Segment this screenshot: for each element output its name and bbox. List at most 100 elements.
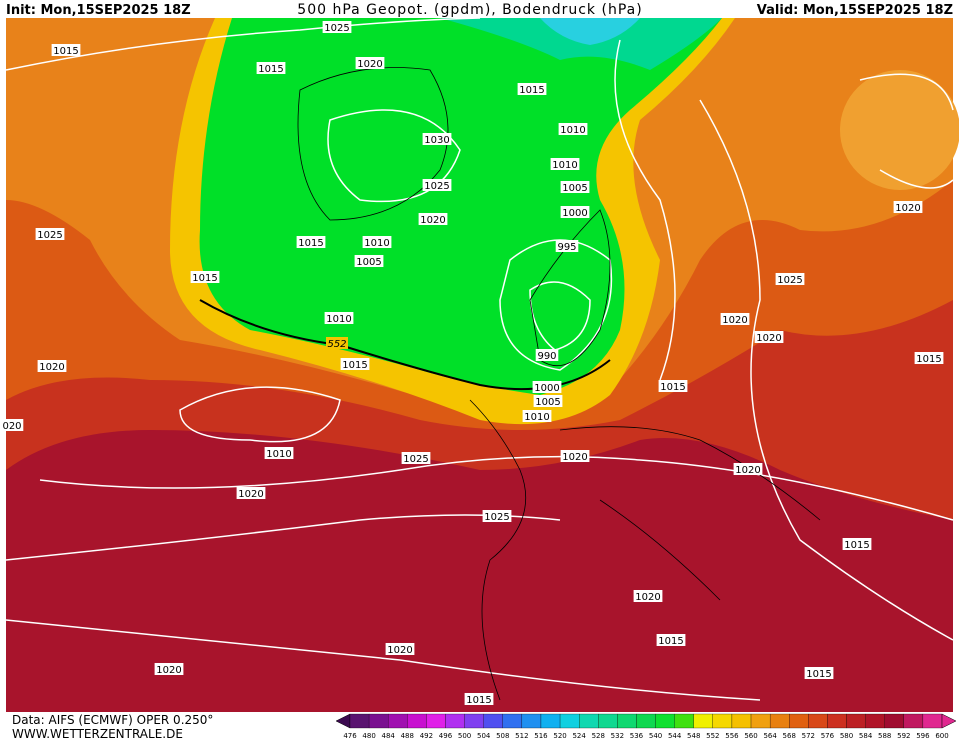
colorbar-cell [617,713,637,729]
isobar-label: 1020 [735,465,760,476]
colorbar-cell [388,713,408,729]
isobar-label-box [656,634,686,646]
colorbar-label: 552 [706,732,719,740]
isobar-label: 1020 [562,452,587,463]
colorbar-label: 496 [439,732,453,740]
colorbar-cell [846,713,866,729]
colorbar-cell [368,713,389,729]
colorbar-label: 560 [744,732,757,740]
colorbar-label: 580 [840,732,853,740]
isobar-label-box [533,395,563,407]
isobar-label: 1010 [364,238,389,249]
colorbar-cell [445,713,465,729]
colorbar-cell [407,713,427,729]
isobar-labels: 1025 1015 1020 1015 1015 1010 1030 1010 1025 1005… [0,21,944,706]
isobar-label-box [720,313,750,325]
header-bar [0,0,959,18]
isobar-label-box [35,228,65,240]
isobar-label-box [362,236,392,248]
colorbar-cell [521,713,542,729]
colorbar-cell [483,713,503,729]
isobar-label: 1010 [552,160,577,171]
isobar-label-box [532,381,562,393]
isobar-label-box [464,693,494,705]
isobar-label-box [256,62,286,74]
isobar-label-box [914,352,944,364]
isobar-label-box [893,201,923,213]
isobar-label: 1015 [342,360,367,371]
colorbar-cell [636,713,656,729]
colorbar-cell [426,713,446,729]
isobar-label-box [560,181,590,193]
field-teal [440,18,722,70]
isobar-label: 1020 [238,489,263,500]
colorbar-label: 492 [420,732,433,740]
colorbar-label: 520 [553,732,566,740]
colorbar-cell [827,713,847,729]
colorbar-label: 504 [477,732,491,740]
isobar-label: 1025 [777,275,802,286]
isobar-label: 1025 [424,181,449,192]
colorbar-label: 516 [534,732,548,740]
colorbar-label: 596 [916,732,930,740]
isobar-label: 1020 [420,215,445,226]
isobar-label-box [517,83,547,95]
isobar-label-box [385,643,415,655]
isobar-label-box [482,510,512,522]
colorbar-label: 500 [458,732,471,740]
colorbar-label: 572 [802,732,815,740]
isobar-label-box [190,271,220,283]
isobar-label-box [558,123,588,135]
isobar-label: 1025 [403,454,428,465]
isobar-label-box [0,419,24,431]
isobar-label-box [51,44,81,56]
isobar-label-box [733,463,763,475]
isobar-label: 1015 [844,540,869,551]
colorbar-cell [808,713,828,729]
isobar-label: 1010 [266,449,291,460]
colorbar-cell [712,713,733,729]
contour-label-box [326,337,348,349]
colorbar-cell [598,713,618,729]
colorbar-label: 536 [630,732,644,740]
isobar-label: 1000 [534,383,559,394]
colorbar-label: 576 [821,732,835,740]
isobar-label: 1015 [192,273,217,284]
site-url: WWW.WETTERZENTRALE.DE [12,727,183,741]
isobar-label: 1030 [424,135,449,146]
colorbar-label: 592 [897,732,910,740]
isobar-label: 1015 [658,636,683,647]
isobar-label: 1015 [806,669,831,680]
isobar-label: 1015 [660,382,685,393]
colorbar: 476 480 484 488 492 496 500 504 508 512 516 520 524 5… [335,713,957,740]
colorbar-label: 564 [763,732,777,740]
isobar-label: 1015 [53,46,78,57]
colorbar-label: 540 [649,732,662,740]
field-cyan [540,18,640,45]
colorbar-cell [559,713,580,729]
isobar-label-box [775,273,805,285]
colorbar-label: 532 [611,732,624,740]
colorbar-cell [693,713,713,729]
isobar-label-box [418,213,448,225]
colorbar-label: 600 [935,732,948,740]
isobar-label: 1010 [326,314,351,325]
isobar-label: 1015 [298,238,323,249]
colorbar-label: 484 [382,732,396,740]
map: 1025 1015 1020 1015 1015 1010 1030 1010 1025 1005… [0,17,959,712]
colorbar-label: 508 [496,732,509,740]
isobar-label-box [550,158,580,170]
isobar-label: 1020 [756,333,781,344]
colorbar-cell [769,713,790,729]
isobar-label: 1020 [722,315,747,326]
isobar-label-box [555,240,579,252]
data-source: Data: AIFS (ECMWF) OPER 0.250° [12,713,213,727]
isobar-label-box [296,236,326,248]
isobar-label-box [354,255,384,267]
colorbar-label: 524 [572,732,586,740]
isobar-label: 1005 [535,397,560,408]
isobar-label: 1005 [356,257,381,268]
init-time: Init: Mon,15SEP2025 18Z [6,3,191,18]
isobar-label: 1010 [560,125,585,136]
